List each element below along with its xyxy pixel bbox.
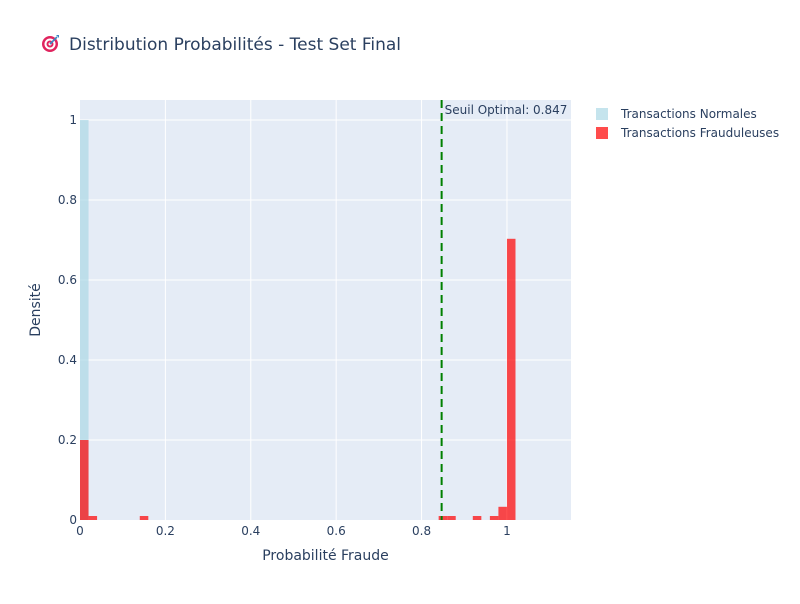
- x-tick-label: 0.2: [156, 524, 175, 538]
- y-tick-label: 0.2: [58, 433, 77, 447]
- bar-frauduleuses[interactable]: [438, 516, 448, 520]
- plot-area: [80, 100, 571, 520]
- threshold-annotation: Seuil Optimal: 0.847: [445, 103, 568, 117]
- legend-item[interactable]: Transactions Normales: [596, 107, 757, 121]
- y-tick-label: 0.8: [58, 193, 77, 207]
- y-axis-ticks: 0 0.2 0.4 0.6 0.8 1: [58, 113, 77, 527]
- bar-frauduleuses[interactable]: [80, 440, 89, 520]
- x-tick-label: 0.8: [412, 524, 431, 538]
- bar-frauduleuses[interactable]: [472, 516, 482, 520]
- legend-label: Transactions Normales: [620, 107, 757, 121]
- y-tick-label: 0.4: [58, 353, 77, 367]
- x-axis-title: Probabilité Fraude: [262, 548, 389, 564]
- bars: [80, 120, 516, 521]
- bar-frauduleuses[interactable]: [489, 516, 499, 520]
- y-axis-title: Densité: [28, 283, 44, 337]
- bar-frauduleuses[interactable]: [447, 516, 456, 520]
- bar-frauduleuses[interactable]: [88, 516, 98, 520]
- y-tick-label: 0.6: [58, 273, 77, 287]
- chart-title-group: Distribution Probabilités - Test Set Fin…: [42, 35, 401, 55]
- chart-title: Distribution Probabilités - Test Set Fin…: [69, 35, 401, 55]
- legend[interactable]: Transactions Normales Transactions Fraudu…: [596, 107, 779, 140]
- x-tick-label: 0.4: [241, 524, 260, 538]
- x-tick-label: 0: [76, 524, 84, 538]
- x-tick-label: 0.6: [327, 524, 346, 538]
- x-axis-ticks: 0 0.2 0.4 0.6 0.8 1: [76, 524, 511, 538]
- bar-frauduleuses[interactable]: [139, 516, 149, 520]
- x-tick-label: 1: [503, 524, 511, 538]
- bar-normales[interactable]: [80, 120, 89, 520]
- legend-label: Transactions Frauduleuses: [620, 126, 779, 140]
- y-tick-label: 1: [69, 113, 77, 127]
- legend-item[interactable]: Transactions Frauduleuses: [596, 126, 779, 140]
- bar-frauduleuses[interactable]: [506, 238, 516, 521]
- target-icon: [42, 35, 59, 52]
- bar-frauduleuses[interactable]: [498, 506, 507, 520]
- legend-swatch: [596, 127, 608, 139]
- y-tick-label: 0: [69, 513, 77, 527]
- threshold-line-group: Seuil Optimal: 0.847: [440, 100, 568, 520]
- legend-swatch: [596, 108, 608, 120]
